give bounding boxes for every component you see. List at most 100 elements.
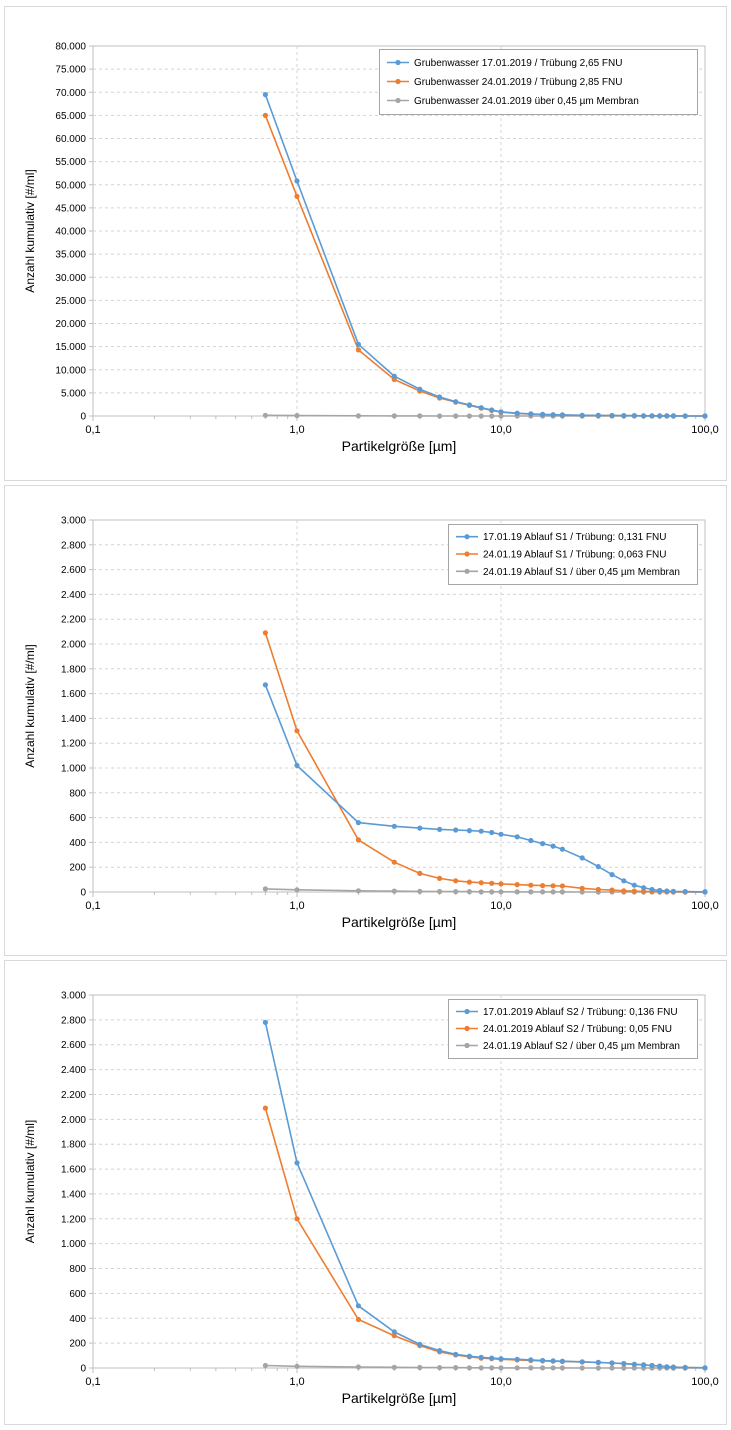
y-tick-label: 20.000 [55,319,86,330]
y-tick-label: 80.000 [55,42,86,53]
series-1 [262,1019,708,1371]
data-point [391,1329,397,1335]
data-point [391,823,397,829]
data-point [466,1365,472,1371]
data-point [609,1360,615,1366]
data-point [641,1362,647,1368]
data-point [478,1354,484,1360]
data-point [391,373,397,379]
data-point [355,1364,361,1370]
data-point [437,888,443,895]
data-point [621,878,627,884]
y-tick-label: 45.000 [55,203,86,214]
y-tick-label: 2.200 [61,1090,86,1101]
data-point [498,1356,504,1362]
y-tick-label: 600 [69,1289,86,1300]
data-point [489,1365,495,1371]
data-point [294,887,300,893]
y-tick-label: 1.400 [61,714,86,725]
y-tick-label: 65.000 [55,111,86,122]
data-point [294,762,300,769]
data-point [417,888,423,895]
data-point [702,1365,708,1371]
legend-label: 24.01.19 Ablauf S1 / über 0,45 µm Membra… [483,567,680,578]
data-point [657,1363,663,1369]
data-point [262,886,268,892]
data-point [391,1364,397,1370]
y-tick-label: 30.000 [55,273,86,284]
y-tick-label: 2.000 [61,1115,86,1126]
data-point [595,1365,601,1371]
data-point [262,1105,268,1111]
data-point [514,1356,520,1362]
data-point [466,828,472,834]
x-tick-label: 1,0 [289,1376,304,1388]
data-point [609,872,615,878]
data-point [540,841,546,847]
y-tick-label: 40.000 [55,227,86,238]
legend-swatch-marker [464,551,470,557]
data-point [528,411,534,417]
data-point [489,1355,495,1361]
data-point [631,1361,637,1367]
data-point [550,843,556,849]
data-point [437,394,443,400]
legend: Grubenwasser 17.01.2019 / Trübung 2,65 F… [379,49,698,115]
data-point [466,402,472,408]
data-point [609,412,615,419]
data-point [559,412,566,418]
data-point [478,889,484,895]
legend-entry: Grubenwasser 17.01.2019 / Trübung 2,65 F… [387,58,622,69]
data-point [682,889,688,895]
data-point [559,1358,566,1364]
data-point [528,889,534,895]
data-point [478,828,484,834]
data-point [437,875,443,882]
data-point [294,1160,300,1166]
data-point [514,882,520,888]
data-point [466,879,472,885]
legend-swatch-marker [395,78,401,85]
legend-label: 24.01.19 Ablauf S2 / über 0,45 µm Membra… [483,1041,680,1052]
y-tick-label: 50.000 [55,180,86,191]
data-point [631,888,637,894]
data-point [641,888,647,895]
data-point [391,1333,397,1339]
y-tick-label: 1.000 [61,764,86,775]
x-tick-label: 10,0 [490,1376,511,1388]
data-point [466,1353,472,1359]
data-point [498,409,504,415]
x-tick-label: 10,0 [490,424,511,436]
data-point [453,413,459,419]
data-point [595,886,601,893]
data-point [670,1364,677,1370]
y-tick-label: 1.800 [61,664,86,675]
x-axis-title: Partikelgröße [µm] [342,914,457,930]
data-point [579,1359,585,1365]
legend-label: Grubenwasser 17.01.2019 / Trübung 2,65 F… [414,58,622,69]
data-point [355,347,361,353]
x-tick-label: 1,0 [289,424,304,436]
series-line [264,94,705,417]
data-point [453,827,459,833]
data-point [355,413,361,419]
y-tick-label: 10.000 [55,365,86,376]
legend-box [448,999,698,1059]
data-point [641,413,647,419]
data-point [550,1365,556,1371]
legend-swatch-marker [464,568,470,574]
data-point [664,1364,670,1370]
data-point [540,411,546,417]
y-tick-label: 55.000 [55,157,86,168]
legend-entry: Grubenwasser 24.01.2019 über 0,45 µm Mem… [387,96,639,107]
y-tick-label: 3.000 [61,516,86,527]
data-point [664,413,670,419]
data-point [559,883,566,889]
y-tick-label: 400 [69,838,86,849]
data-point [417,413,423,419]
data-point [528,1365,534,1371]
legend-entry: 24.01.19 Ablauf S2 / über 0,45 µm Membra… [456,1041,680,1052]
y-tick-label: 70.000 [55,88,86,99]
data-point [466,889,472,895]
legend-label: Grubenwasser 24.01.2019 über 0,45 µm Mem… [414,96,639,107]
